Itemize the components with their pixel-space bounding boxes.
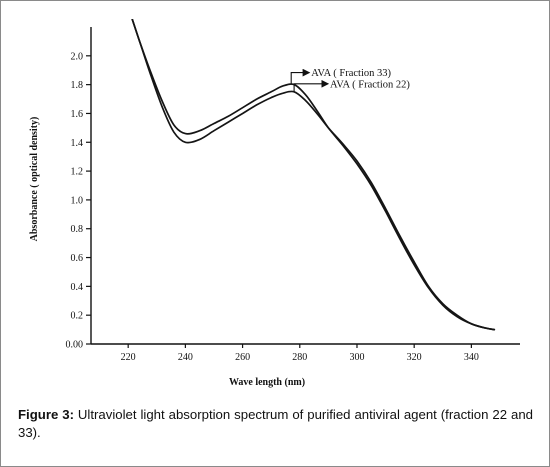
x-tick-label: 260 <box>235 352 250 363</box>
annotation-arrow <box>293 79 330 92</box>
figure-caption: Figure 3: Ultraviolet light absorption s… <box>18 406 533 442</box>
y-tick-label: 1.8 <box>71 80 84 91</box>
y-tick-label: 1.4 <box>71 138 84 149</box>
x-tick-label: 300 <box>349 352 364 363</box>
annotation-arrow <box>290 68 311 85</box>
y-tick-label: 0.4 <box>71 282 84 293</box>
annotation-label: AVA ( Fraction 33) <box>311 68 391 79</box>
y-tick-label: 0.8 <box>71 224 84 235</box>
y-tick-label: 0.2 <box>71 311 84 322</box>
y-tick-label: 1.2 <box>71 167 84 178</box>
absorbance-chart: 0.00 0.2 0.4 0.6 0.8 1.0 1.2 1.4 1.6 1.8 2.0 220 240… <box>29 19 520 388</box>
y-tick-label: 2.0 <box>71 51 84 62</box>
caption-text: Ultraviolet light absorption spectrum of… <box>18 407 533 440</box>
chart-series-layer <box>131 19 496 331</box>
y-tick-label: 0.6 <box>71 253 84 264</box>
y-axis-title: Absorbance ( optical density) <box>29 117 40 242</box>
chart-annotations: AVA ( Fraction 33)AVA ( Fraction 22) <box>290 68 410 92</box>
x-axis-title: Wave length (nm) <box>229 377 305 388</box>
chart-ticks: 0.00 0.2 0.4 0.6 0.8 1.0 1.2 1.4 1.6 1.8 2.0 220 240… <box>66 51 479 363</box>
series-line-1 <box>131 19 496 331</box>
x-tick-label: 340 <box>464 352 479 363</box>
x-tick-label: 320 <box>407 352 422 363</box>
x-tick-label: 240 <box>178 352 193 363</box>
y-tick-label: 0.00 <box>66 340 84 351</box>
caption-label: Figure 3: <box>18 407 74 422</box>
x-tick-label: 220 <box>121 352 136 363</box>
annotation-label: AVA ( Fraction 22) <box>330 79 410 90</box>
x-tick-label: 280 <box>292 352 307 363</box>
y-tick-label: 1.0 <box>71 195 84 206</box>
series-line-2 <box>131 19 496 331</box>
y-tick-label: 1.6 <box>71 109 84 120</box>
chart-axes <box>90 27 520 345</box>
